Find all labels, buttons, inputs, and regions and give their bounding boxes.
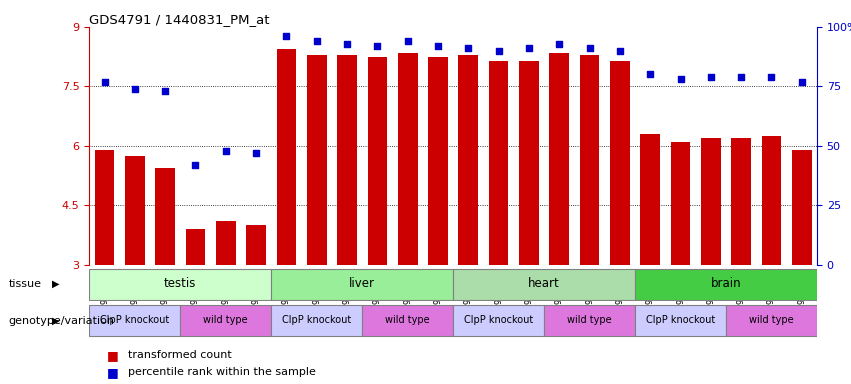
Text: wild type: wild type — [386, 315, 430, 325]
Text: tissue: tissue — [9, 279, 42, 289]
Point — [613, 48, 626, 54]
Bar — [246, 225, 266, 265]
Bar — [89, 305, 180, 336]
Point — [310, 38, 323, 44]
Text: liver: liver — [349, 277, 375, 290]
Bar — [180, 305, 271, 336]
Point — [674, 76, 688, 82]
Text: ■: ■ — [106, 349, 118, 362]
Text: ▶: ▶ — [52, 316, 59, 326]
Bar — [792, 150, 812, 265]
Text: wild type: wild type — [203, 315, 248, 325]
Bar — [635, 305, 726, 336]
Text: ClpP knockout: ClpP knockout — [464, 315, 534, 325]
Point — [765, 74, 779, 80]
Bar — [544, 305, 635, 336]
Text: ClpP knockout: ClpP knockout — [100, 315, 169, 325]
Bar — [580, 55, 599, 265]
Point — [219, 147, 232, 154]
Text: wild type: wild type — [749, 315, 794, 325]
Point — [795, 79, 808, 85]
Bar — [671, 142, 690, 265]
Point — [552, 40, 566, 46]
Point — [249, 150, 263, 156]
Bar — [550, 53, 569, 265]
Text: ClpP knockout: ClpP knockout — [646, 315, 715, 325]
Bar — [762, 136, 781, 265]
Point — [98, 79, 111, 85]
Bar — [428, 56, 448, 265]
Point — [158, 88, 172, 94]
Point — [370, 43, 384, 49]
Bar — [337, 55, 357, 265]
Point — [734, 74, 748, 80]
Point — [280, 33, 294, 40]
Text: percentile rank within the sample: percentile rank within the sample — [128, 367, 316, 377]
Bar — [453, 305, 544, 336]
Point — [340, 40, 354, 46]
Text: ▶: ▶ — [52, 279, 59, 289]
Point — [492, 48, 505, 54]
Point — [401, 38, 414, 44]
Bar — [488, 61, 509, 265]
Bar — [519, 61, 539, 265]
Text: GDS4791 / 1440831_PM_at: GDS4791 / 1440831_PM_at — [89, 13, 270, 26]
Text: brain: brain — [711, 277, 741, 290]
Point — [189, 162, 203, 168]
Point — [583, 45, 597, 51]
Point — [128, 86, 141, 92]
Text: heart: heart — [528, 277, 560, 290]
Point — [643, 71, 657, 78]
Bar — [459, 55, 478, 265]
Text: genotype/variation: genotype/variation — [9, 316, 115, 326]
Bar — [610, 61, 630, 265]
Bar — [701, 138, 721, 265]
Bar — [271, 305, 363, 336]
Bar — [125, 156, 145, 265]
Bar — [397, 53, 418, 265]
Bar — [89, 269, 271, 300]
Bar — [271, 269, 453, 300]
Point — [704, 74, 717, 80]
Bar — [94, 150, 114, 265]
Bar — [186, 229, 205, 265]
Bar — [368, 56, 387, 265]
Bar — [640, 134, 660, 265]
Text: ■: ■ — [106, 366, 118, 379]
Bar — [155, 168, 175, 265]
Point — [431, 43, 445, 49]
Text: testis: testis — [164, 277, 197, 290]
Bar — [726, 305, 817, 336]
Bar — [453, 269, 635, 300]
Text: wild type: wild type — [568, 315, 612, 325]
Bar — [363, 305, 453, 336]
Bar — [277, 49, 296, 265]
Bar — [307, 55, 327, 265]
Text: ClpP knockout: ClpP knockout — [283, 315, 351, 325]
Point — [461, 45, 475, 51]
Point — [523, 45, 536, 51]
Text: transformed count: transformed count — [128, 350, 231, 360]
Bar — [216, 221, 236, 265]
Bar — [731, 138, 751, 265]
Bar — [635, 269, 817, 300]
